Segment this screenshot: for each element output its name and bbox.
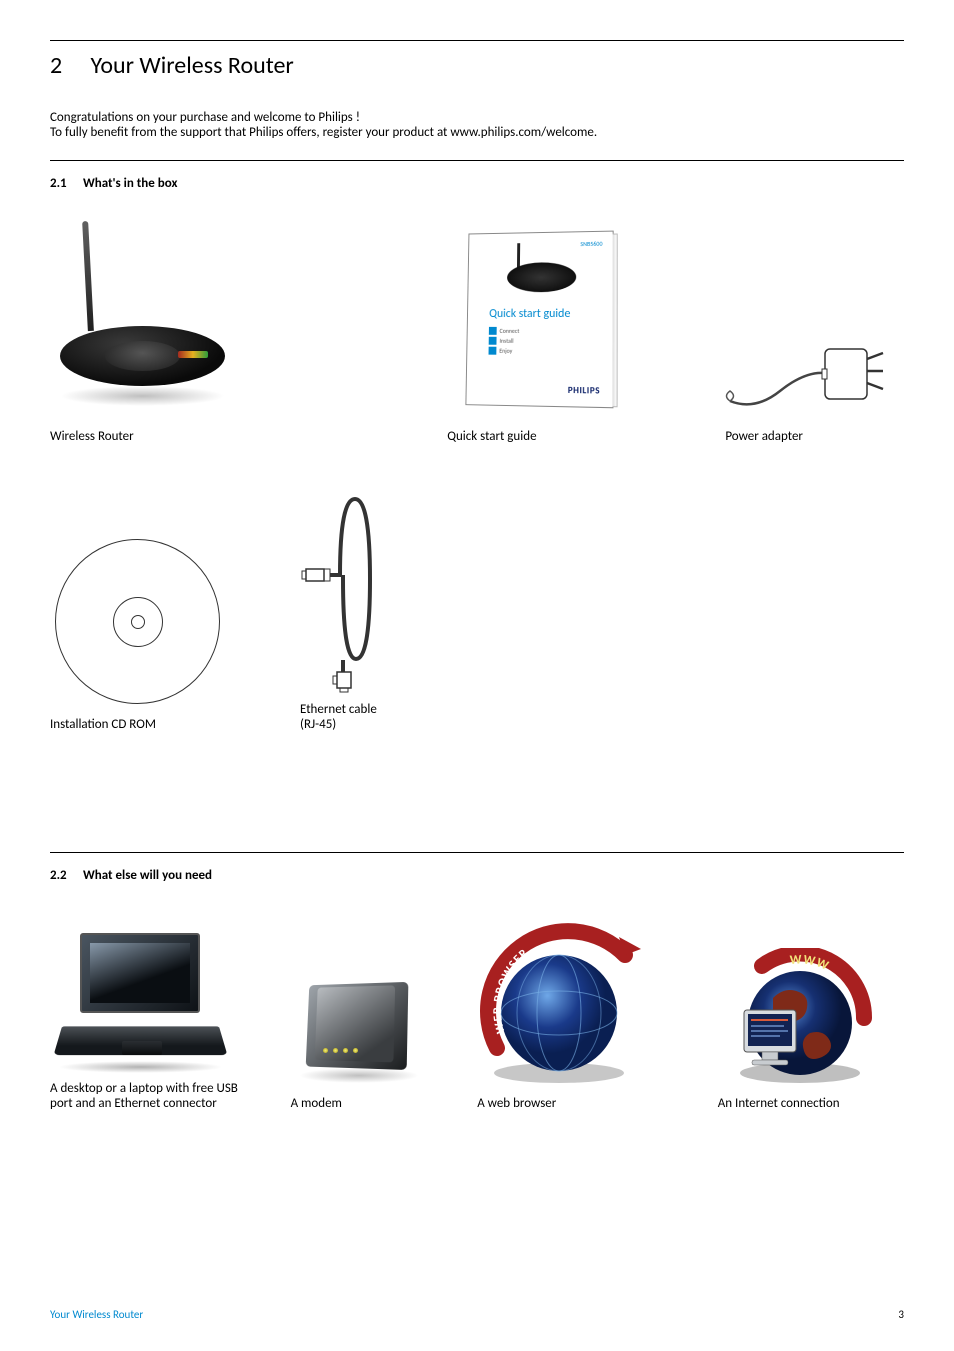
section-heading-21: 2.1 What's in the box xyxy=(50,176,904,191)
cd-label: Installation CD ROM xyxy=(50,717,280,732)
browser-label: A web browser xyxy=(477,1096,698,1111)
qsg-cover-title: Quick start guide xyxy=(489,307,570,321)
qsg-brand: PHILIPS xyxy=(568,385,600,397)
qsg-serial: SNB5600 xyxy=(580,240,602,248)
router-icon xyxy=(50,221,230,421)
section-number-22: 2.2 xyxy=(50,868,80,883)
section-rule-1 xyxy=(50,160,904,161)
footer-section-name: Your Wireless Router xyxy=(50,1308,143,1321)
section-heading-22: 2.2 What else will you need xyxy=(50,868,904,883)
browser-icon: WEB BROWSER xyxy=(477,923,647,1088)
intro-block: Congratulations on your purchase and wel… xyxy=(50,110,904,140)
intro-line-1: Congratulations on your purchase and wel… xyxy=(50,110,904,125)
item-browser: WEB BROWSER A web browser xyxy=(477,923,698,1111)
item-laptop: A desktop or a laptop with free USB port… xyxy=(50,933,271,1111)
item-internet: WWW An Internet connection xyxy=(718,948,904,1111)
chapter-number: 2 xyxy=(50,51,85,80)
item-cd: Installation CD ROM xyxy=(50,534,280,732)
ethernet-label-1: Ethernet cable xyxy=(300,702,377,717)
item-router: Wireless Router xyxy=(50,221,427,444)
power-adapter-icon xyxy=(725,331,895,421)
footer-page-number: 3 xyxy=(898,1308,904,1321)
power-label: Power adapter xyxy=(725,429,904,444)
item-power: Power adapter xyxy=(725,331,904,444)
page-footer: Your Wireless Router 3 xyxy=(50,1308,904,1321)
laptop-icon xyxy=(50,933,230,1073)
chapter-title-text: Your Wireless Router xyxy=(90,51,293,80)
qsg-label: Quick start guide xyxy=(447,429,705,444)
modem-icon xyxy=(291,968,431,1088)
item-modem: A modem xyxy=(291,968,458,1111)
need-row: A desktop or a laptop with free USB port… xyxy=(50,923,904,1111)
top-rule xyxy=(50,40,904,41)
intro-line-2: To fully benefit from the support that P… xyxy=(50,125,904,140)
section-title-22: What else will you need xyxy=(83,868,212,883)
box-row-1: Wireless Router SNB5600 Quick start guid… xyxy=(50,221,904,444)
ethernet-label: Ethernet cable (RJ-45) xyxy=(300,702,450,732)
router-label: Wireless Router xyxy=(50,429,427,444)
box-row-2: Installation CD ROM E xyxy=(50,484,904,732)
cd-icon xyxy=(50,534,225,709)
qsg-bullets: Connect Install Enjoy xyxy=(489,327,520,357)
modem-label: A modem xyxy=(291,1096,458,1111)
internet-label: An Internet connection xyxy=(718,1096,904,1111)
chapter-title: 2 Your Wireless Router xyxy=(50,51,904,80)
laptop-label: A desktop or a laptop with free USB port… xyxy=(50,1081,250,1111)
ethernet-icon xyxy=(300,484,380,694)
item-ethernet: Ethernet cable (RJ-45) xyxy=(300,484,450,732)
qsg-icon: SNB5600 Quick start guide Connect Instal… xyxy=(447,221,627,421)
section-rule-2 xyxy=(50,852,904,853)
item-qsg: SNB5600 Quick start guide Connect Instal… xyxy=(447,221,705,444)
ethernet-label-2: (RJ-45) xyxy=(300,717,336,732)
section-title-21: What's in the box xyxy=(83,176,177,191)
section-number-21: 2.1 xyxy=(50,176,80,191)
internet-icon: WWW xyxy=(718,948,888,1088)
